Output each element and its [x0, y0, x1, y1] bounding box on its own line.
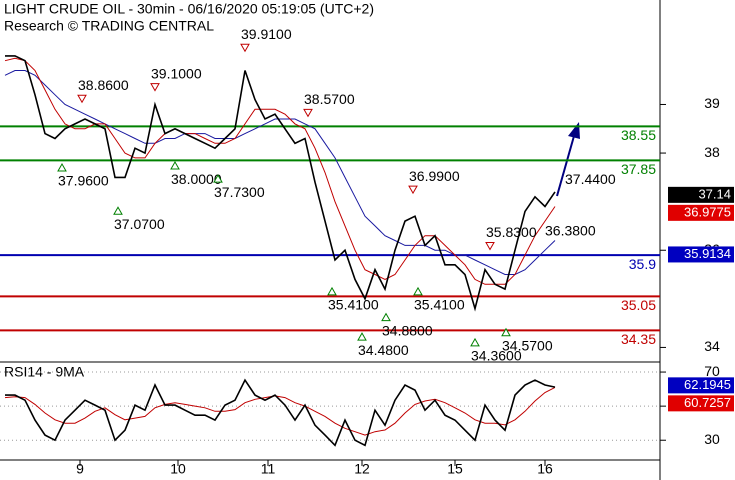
- annotation-label: 38.5700: [304, 91, 355, 107]
- high-marker: [303, 108, 313, 118]
- x-tick-label: 9: [76, 461, 84, 477]
- y-tick-label: 39: [704, 95, 720, 111]
- last-value-label: 35.9134: [684, 246, 731, 261]
- trend-arrow: [556, 135, 575, 197]
- low-marker: [357, 332, 367, 341]
- last-value-box: [668, 395, 734, 412]
- annotation-label: 37.0700: [114, 216, 165, 232]
- last-value-label: 37.14: [698, 186, 731, 201]
- level-label: 34.35: [621, 331, 656, 347]
- level-label: 35.9: [629, 256, 656, 272]
- x-tick-label: 16: [537, 461, 553, 477]
- annotation-label: 35.4100: [328, 297, 379, 313]
- series-line: [5, 55, 556, 312]
- annotation-label: 39.9100: [241, 26, 292, 42]
- series-line: [5, 378, 556, 447]
- level-label: 35.05: [621, 297, 656, 313]
- series-line: [4, 70, 556, 275]
- annotation-label: 37.4400: [565, 171, 616, 187]
- annotation-label: 38.8600: [78, 77, 129, 93]
- series-line: [4, 386, 556, 436]
- low-marker: [327, 286, 337, 296]
- annotation-label: 34.5700: [502, 337, 553, 353]
- last-value-box: [668, 377, 734, 394]
- x-tick-label: 12: [354, 461, 370, 477]
- high-marker: [485, 242, 495, 251]
- high-marker: [150, 83, 160, 92]
- x-tick-label: 10: [170, 461, 186, 477]
- annotation-label: 34.3600: [471, 348, 522, 364]
- annotation-label: 39.1000: [151, 65, 202, 81]
- level-label: 37.85: [621, 161, 656, 177]
- high-marker: [408, 185, 418, 195]
- annotation-label: 37.7300: [214, 184, 265, 200]
- low-marker: [113, 206, 123, 215]
- level-label: 38.55: [621, 127, 656, 143]
- last-value-label: 60.7257: [684, 395, 731, 410]
- annotation-label: 35.8300: [486, 224, 537, 240]
- last-value-label: 62.1945: [684, 377, 731, 392]
- high-marker: [77, 94, 87, 104]
- low-marker: [470, 337, 480, 347]
- y-tick-label: 38: [704, 144, 720, 160]
- low-marker: [213, 174, 223, 183]
- low-marker: [413, 286, 423, 296]
- y-tick-label: 30: [704, 431, 720, 447]
- low-marker: [501, 327, 511, 337]
- last-value-box: [668, 204, 734, 221]
- annotation-label: 37.9600: [58, 173, 109, 189]
- high-marker: [240, 43, 250, 53]
- annotation-label: 34.4800: [358, 342, 409, 358]
- annotation-label: 36.9900: [409, 168, 460, 184]
- x-tick-label: 11: [261, 461, 276, 477]
- last-value-box: [668, 186, 734, 203]
- x-tick-label: 15: [447, 461, 463, 477]
- chart-subtitle: Research © TRADING CENTRAL: [4, 18, 214, 34]
- annotation-label: 34.8800: [382, 322, 433, 338]
- low-marker: [57, 162, 67, 172]
- low-marker: [170, 161, 180, 170]
- last-value-label: 36.9775: [684, 204, 731, 219]
- last-value-box: [668, 246, 734, 263]
- annotation-label: 36.3800: [545, 222, 596, 238]
- y-tick-label: 34: [704, 338, 720, 354]
- chart-title: LIGHT CRUDE OIL - 30min - 06/16/2020 05:…: [4, 1, 374, 17]
- annotation-label: 38.0000: [171, 171, 222, 187]
- low-marker: [381, 312, 391, 322]
- y-tick-label: 70: [704, 363, 720, 379]
- annotation-label: 35.4100: [414, 297, 465, 313]
